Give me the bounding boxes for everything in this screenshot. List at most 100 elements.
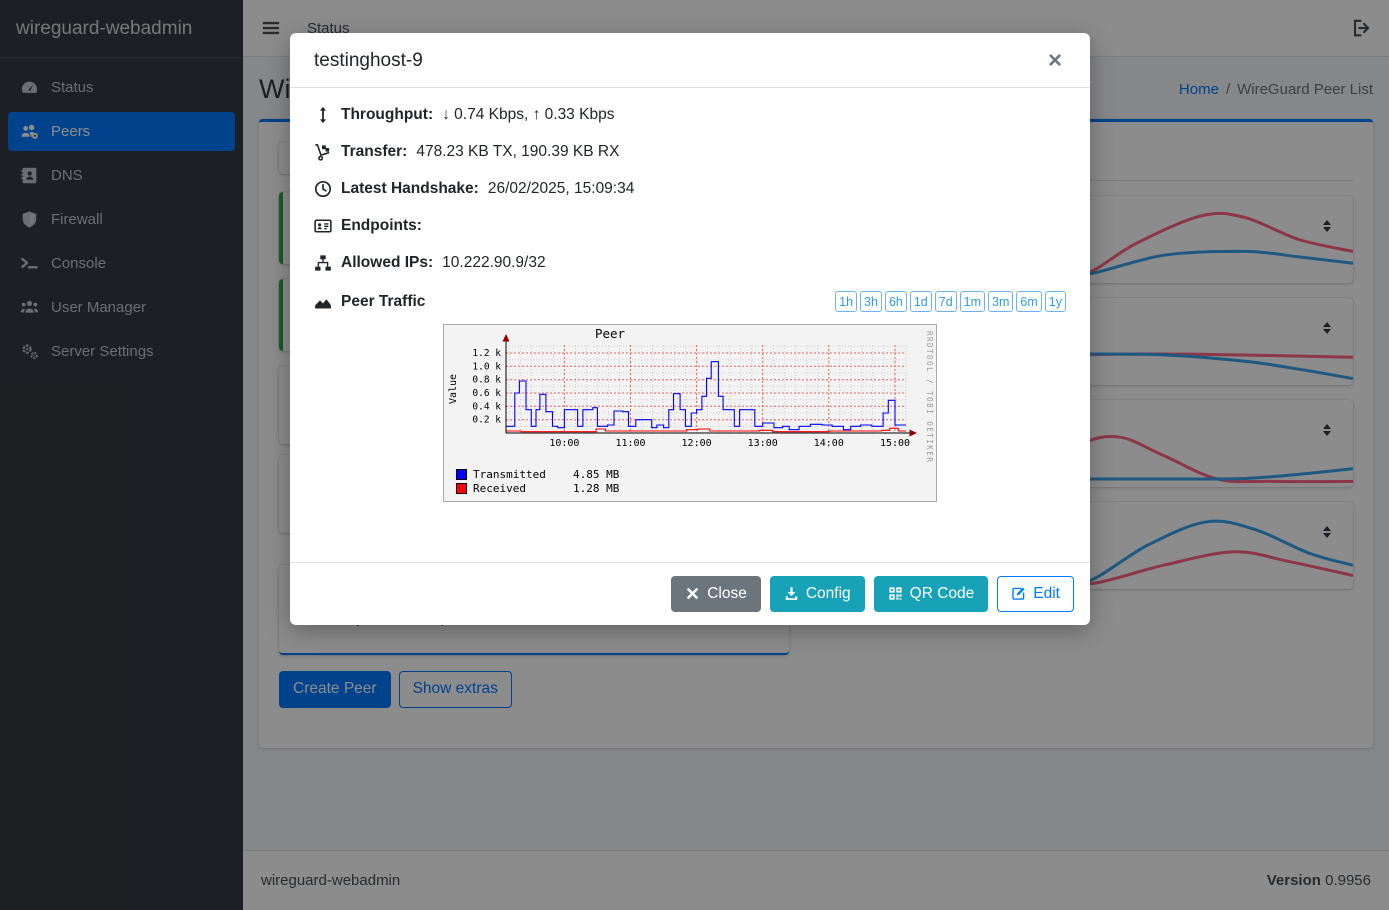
version-number: 0.9956 [1325, 872, 1371, 889]
qr-icon [888, 586, 903, 601]
sidebar-item-label: User Manager [51, 299, 147, 316]
svg-text:12:00: 12:00 [682, 438, 712, 449]
field-label: Allowed IPs: [341, 254, 434, 271]
sidebar-item-console[interactable]: Console [8, 244, 235, 283]
close-icon[interactable]: × [1044, 49, 1066, 73]
logout-icon[interactable] [1351, 18, 1371, 38]
sidebar-item-label: Peers [51, 123, 91, 140]
edit-button[interactable]: Edit [997, 575, 1074, 612]
sidebar-item-label: DNS [51, 167, 83, 184]
rrd-watermark: RRDTOOL / TOBI OETIKER [925, 331, 934, 464]
svg-text:13:00: 13:00 [748, 438, 778, 449]
sidebar-item-user-manager[interactable]: User Manager [8, 288, 235, 327]
sidebar-item-peers[interactable]: Peers [8, 112, 235, 151]
breadcrumb-separator: / [1225, 81, 1231, 98]
rrd-legend-row: Received 1.28 MB [456, 481, 619, 495]
svg-text:0.4 k: 0.4 k [472, 401, 501, 412]
clock-icon [314, 180, 332, 198]
range-button-3h[interactable]: 3h [860, 291, 882, 312]
users-gear-icon [20, 122, 39, 141]
page-footer: wireguard-webadmin Version 0.9956 [243, 850, 1389, 910]
modal-body: Throughput: ↓ 0.74 Kbps, ↑ 0.33 Kbps Trans… [290, 88, 1090, 562]
legend-name: Received [473, 481, 526, 495]
field-value: 26/02/2025, 15:09:34 [487, 180, 635, 197]
range-button-6m[interactable]: 6m [1016, 291, 1042, 312]
sidebar: wireguard-webadmin Status Peers DNS Firewal… [0, 0, 243, 910]
svg-text:0.6 k: 0.6 k [472, 388, 501, 399]
shield-icon [20, 210, 39, 229]
breadcrumb-home-link[interactable]: Home [1178, 81, 1219, 98]
app-brand[interactable]: wireguard-webadmin [0, 0, 243, 58]
svg-text:Peer: Peer [595, 326, 626, 341]
field-row: Throughput: ↓ 0.74 Kbps, ↑ 0.33 Kbps [314, 106, 1066, 124]
field-value: 10.222.90.9/32 [442, 254, 546, 271]
gears-icon [20, 342, 39, 361]
range-button-6h[interactable]: 6h [884, 291, 907, 312]
range-button-1m[interactable]: 1m [959, 291, 986, 312]
svg-text:0.2 k: 0.2 k [472, 415, 501, 426]
svg-text:Value: Value [448, 374, 459, 404]
range-button-3m[interactable]: 3m [988, 291, 1014, 312]
sidebar-item-dns[interactable]: DNS [8, 156, 235, 195]
sidebar-item-server-settings[interactable]: Server Settings [8, 332, 235, 371]
show-extras-button[interactable]: Show extras [398, 671, 512, 708]
range-button-1d[interactable]: 1d [909, 291, 932, 312]
close-button[interactable]: Close [671, 575, 761, 612]
range-button-1y[interactable]: 1y [1044, 291, 1066, 312]
terminal-icon [20, 254, 39, 273]
config-button[interactable]: Config [769, 575, 865, 612]
rrd-legend: Transmitted 4.85 MB Received 1.28 MB [456, 467, 619, 495]
sidebar-item-status[interactable]: Status [8, 68, 235, 107]
range-button-1h[interactable]: 1h [835, 291, 858, 312]
qr-code-button[interactable]: QR Code [873, 575, 989, 612]
peer-fields: Throughput: ↓ 0.74 Kbps, ↑ 0.33 Kbps Trans… [314, 106, 1066, 272]
gauge-icon [20, 78, 39, 97]
legend-swatch [456, 482, 467, 494]
field-value: 478.23 KB TX, 190.39 KB RX [416, 143, 620, 160]
legend-name: Transmitted [473, 467, 546, 481]
arrows-up-down-icon [314, 106, 332, 124]
range-button-7d[interactable]: 7d [934, 291, 957, 312]
peer-traffic-graph: 0.2 k 0.4 k 0.6 k 0.8 k 1.0 k 1.2 k 10:00 11:00… [443, 324, 937, 502]
modal-title: testinghost-9 [314, 50, 423, 71]
dolly-icon [314, 143, 332, 161]
field-row: Allowed IPs: 10.222.90.9/32 [314, 254, 1066, 272]
rrd-legend-row: Transmitted 4.85 MB [456, 467, 619, 481]
field-label: Latest Handshake: [341, 180, 479, 197]
sidebar-nav: Status Peers DNS Firewall Console User Manage… [0, 58, 243, 386]
svg-text:0.8 k: 0.8 k [472, 375, 501, 386]
field-label: Endpoints: [341, 217, 422, 234]
field-value: ↓ 0.74 Kbps, ↑ 0.33 Kbps [442, 106, 615, 123]
sort-icon[interactable] [1321, 524, 1333, 540]
close-icon [685, 586, 700, 601]
field-row: Transfer: 478.23 KB TX, 190.39 KB RX [314, 143, 1066, 161]
sort-icon[interactable] [1321, 422, 1333, 438]
sidebar-item-label: Status [51, 79, 94, 96]
sitemap-icon [314, 254, 332, 272]
address-book-icon [20, 166, 39, 185]
breadcrumb-current: WireGuard Peer List [1237, 81, 1373, 98]
users-icon [20, 298, 39, 317]
field-row: Latest Handshake: 26/02/2025, 15:09:34 [314, 180, 1066, 198]
field-row: Endpoints: [314, 217, 1066, 235]
svg-text:11:00: 11:00 [615, 438, 645, 449]
menu-icon[interactable] [261, 18, 281, 38]
button-label: Edit [1033, 584, 1060, 602]
button-label: QR Code [909, 584, 975, 602]
svg-text:1.0 k: 1.0 k [472, 361, 501, 372]
version-label: Version [1266, 872, 1321, 889]
edit-icon [1011, 586, 1026, 601]
sidebar-item-label: Console [51, 255, 107, 272]
topnav-status-link[interactable]: Status [307, 19, 350, 37]
footer-version: Version 0.9956 [1267, 872, 1371, 889]
breadcrumb: Home / WireGuard Peer List [1179, 73, 1373, 98]
svg-text:10:00: 10:00 [549, 438, 579, 449]
sort-icon[interactable] [1321, 218, 1333, 234]
create-peer-button[interactable]: Create Peer [279, 671, 391, 708]
field-label: Throughput: [341, 106, 434, 123]
download-icon [784, 586, 799, 601]
sort-icon[interactable] [1321, 320, 1333, 336]
address-card-icon [314, 217, 332, 235]
sidebar-item-firewall[interactable]: Firewall [8, 200, 235, 239]
button-label: Config [805, 584, 851, 602]
